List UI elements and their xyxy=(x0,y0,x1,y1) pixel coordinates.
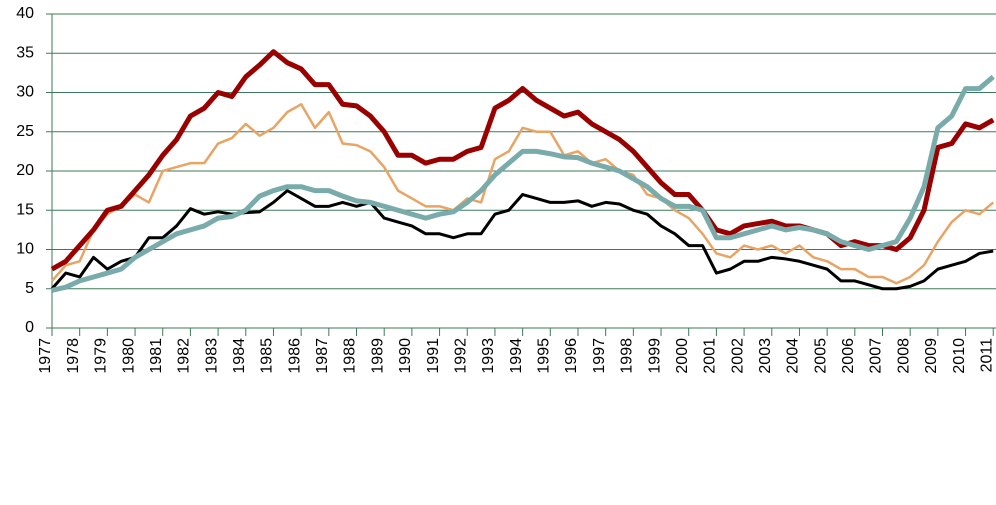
x-tick-label: 1979 xyxy=(93,338,110,374)
x-tick-label: 1990 xyxy=(397,338,414,374)
x-tick-label: 1985 xyxy=(259,338,276,374)
x-tick-label: 2008 xyxy=(895,338,912,374)
x-tick-label: 1994 xyxy=(508,338,525,374)
y-tick-label: 15 xyxy=(16,201,34,218)
x-tick-label: 2005 xyxy=(812,338,829,374)
series-line xyxy=(51,103,995,285)
x-tick-label: 2010 xyxy=(951,338,968,374)
x-tick-label: 1987 xyxy=(314,338,331,374)
y-tick-label: 40 xyxy=(16,5,34,22)
x-tick-label: 1998 xyxy=(619,338,636,374)
x-tick-label: 1977 xyxy=(37,338,54,374)
x-tick-label: 2004 xyxy=(785,338,802,374)
x-tick-label: 2009 xyxy=(923,338,940,374)
x-tick-label: 2001 xyxy=(702,338,719,374)
x-tick-label: 1988 xyxy=(342,338,359,374)
x-tick-label: 1986 xyxy=(286,338,303,374)
series-line xyxy=(50,189,994,291)
y-tick-label: 35 xyxy=(16,44,34,61)
x-tick-label: 2000 xyxy=(674,338,691,374)
series-line xyxy=(51,74,995,293)
series-line xyxy=(50,49,995,272)
x-tick-label: 2002 xyxy=(729,338,746,374)
y-tick-label: 25 xyxy=(16,123,34,140)
y-tick-label: 5 xyxy=(25,280,34,297)
x-tick-label: 1983 xyxy=(203,338,220,374)
x-tick-label: 2011 xyxy=(978,338,995,373)
y-tick-label: 0 xyxy=(25,319,34,336)
x-tick-label: 1993 xyxy=(480,338,497,374)
x-tick-label: 1996 xyxy=(563,338,580,374)
x-tick-label: 1984 xyxy=(231,338,248,374)
x-tick-label: 1978 xyxy=(65,338,82,374)
x-tick-label: 1991 xyxy=(425,338,442,374)
x-tick-label: 1992 xyxy=(452,338,469,374)
x-tick-label: 1982 xyxy=(176,338,193,374)
x-tick-label: 1981 xyxy=(148,338,165,374)
y-tick-label: 20 xyxy=(16,162,34,179)
y-tick-label: 30 xyxy=(16,84,34,101)
x-tick-label: 1999 xyxy=(646,338,663,374)
x-tick-label: 1989 xyxy=(369,338,386,374)
x-tick-label: 1995 xyxy=(536,338,553,374)
x-tick-label: 2007 xyxy=(868,338,885,374)
x-tick-label: 2003 xyxy=(757,338,774,374)
x-tick-label: 2006 xyxy=(840,338,857,374)
x-tick-label: 1997 xyxy=(591,338,608,374)
y-tick-label: 10 xyxy=(16,241,34,258)
x-tick-label: 1980 xyxy=(120,338,137,374)
